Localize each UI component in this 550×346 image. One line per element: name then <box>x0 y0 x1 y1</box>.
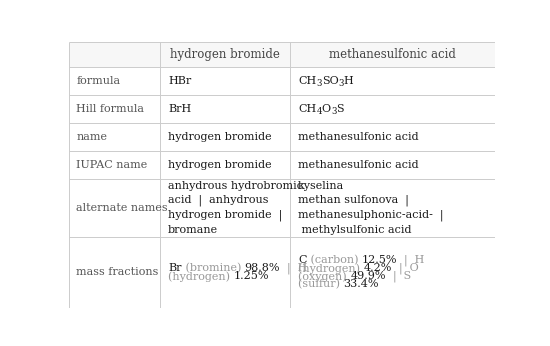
Text: kyselina
methan sulfonova  |
methanesulphonic-acid-  |
 methylsulfonic acid: kyselina methan sulfonova | methanesulph… <box>298 181 443 235</box>
Text: C: C <box>298 255 306 265</box>
Bar <box>69 42 495 67</box>
Text: methanesulfonic acid: methanesulfonic acid <box>298 160 419 170</box>
Text: (hydrogen): (hydrogen) <box>168 271 234 282</box>
Text: 3: 3 <box>331 107 336 116</box>
Text: |  S: | S <box>386 271 411 282</box>
Text: methanesulfonic acid: methanesulfonic acid <box>298 132 419 142</box>
Text: (hydrogen): (hydrogen) <box>298 263 364 274</box>
Text: |  H: | H <box>397 255 425 266</box>
Text: HBr: HBr <box>168 76 191 86</box>
Text: 4: 4 <box>316 107 322 116</box>
Text: |  O: | O <box>392 263 419 274</box>
Text: 3: 3 <box>316 79 322 88</box>
Text: formula: formula <box>76 76 120 86</box>
Text: 1.25%: 1.25% <box>234 271 269 281</box>
Text: anhydrous hydrobromic
acid  |  anhydrous
hydrogen bromide  |
bromane: anhydrous hydrobromic acid | anhydrous h… <box>168 181 303 235</box>
Text: hydrogen bromide: hydrogen bromide <box>170 48 280 61</box>
Text: |  H: | H <box>280 263 307 274</box>
Text: IUPAC name: IUPAC name <box>76 160 147 170</box>
Text: (carbon): (carbon) <box>306 255 361 266</box>
Text: mass fractions: mass fractions <box>76 267 159 277</box>
Text: Br: Br <box>168 263 182 273</box>
Text: 12.5%: 12.5% <box>361 255 397 265</box>
Text: alternate names: alternate names <box>76 203 168 213</box>
Text: H: H <box>344 76 354 86</box>
Text: hydrogen bromide: hydrogen bromide <box>168 132 272 142</box>
Text: SO: SO <box>322 76 338 86</box>
Text: 33.4%: 33.4% <box>344 280 379 289</box>
Text: O: O <box>322 104 331 114</box>
Text: (bromine): (bromine) <box>182 263 244 274</box>
Text: 49.9%: 49.9% <box>350 271 386 281</box>
Text: CH: CH <box>298 104 316 114</box>
Text: (oxygen): (oxygen) <box>298 271 350 282</box>
Text: methanesulfonic acid: methanesulfonic acid <box>329 48 456 61</box>
Text: (sulfur): (sulfur) <box>298 279 344 290</box>
Text: 4.2%: 4.2% <box>364 263 392 273</box>
Text: 98.8%: 98.8% <box>244 263 280 273</box>
Text: Hill formula: Hill formula <box>76 104 145 114</box>
Text: CH: CH <box>298 76 316 86</box>
Text: hydrogen bromide: hydrogen bromide <box>168 160 272 170</box>
Text: 3: 3 <box>338 79 344 88</box>
Text: S: S <box>336 104 344 114</box>
Text: name: name <box>76 132 107 142</box>
Text: BrH: BrH <box>168 104 191 114</box>
